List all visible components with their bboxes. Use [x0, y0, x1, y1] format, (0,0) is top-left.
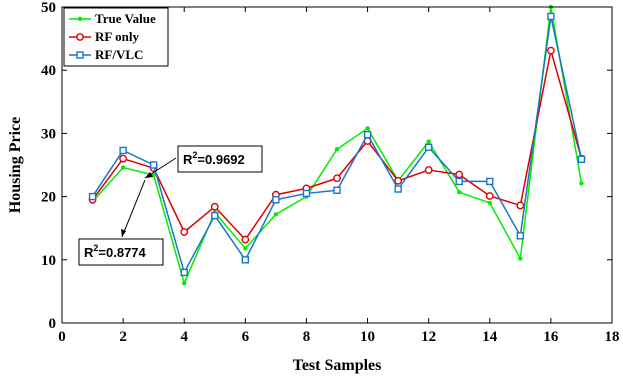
data-point-rf-vlc: [455, 177, 463, 186]
annotation-label-r2-low: R: [84, 245, 94, 260]
data-point-rf-only: [394, 176, 403, 185]
y-tick-label: 10: [41, 253, 56, 269]
data-point-rf-only: [546, 46, 555, 55]
legend-marker-rf-only: [76, 33, 84, 41]
legend-entry-rf-vlc: RF/VLC: [69, 47, 143, 62]
data-point-rf-only: [485, 192, 494, 200]
data-point-true-value: [243, 246, 248, 251]
annotation-arrow-r2-low: [121, 179, 146, 238]
data-point-rf-vlc: [88, 192, 97, 201]
legend: True Value RF only RF/VLC: [63, 7, 169, 67]
data-point-true-value: [365, 126, 370, 131]
annotation-sup-r2-high: 2: [192, 150, 197, 160]
data-point-rf-only: [180, 228, 189, 236]
data-point-rf-vlc: [363, 130, 372, 139]
data-point-rf-only: [241, 235, 250, 244]
x-tick-label: 10: [360, 329, 375, 345]
y-tick-label: 30: [41, 126, 56, 142]
data-point-rf-vlc: [547, 12, 555, 21]
data-point-true-value: [151, 172, 156, 178]
annotation-r2-high: R2=0.9692: [144, 145, 263, 179]
series-layer: [88, 4, 586, 286]
data-point-rf-vlc: [272, 196, 280, 204]
x-tick-label: 6: [242, 329, 250, 345]
annotation-value-r2-low: =0.8774: [98, 245, 146, 260]
data-point-true-value: [182, 280, 187, 286]
data-point-rf-vlc: [180, 268, 188, 277]
data-point-rf-only: [516, 201, 525, 210]
data-point-rf-vlc: [486, 177, 494, 186]
y-axis-title: Housing Price: [7, 117, 24, 213]
legend-label-true-value: True Value: [95, 11, 156, 26]
data-point-rf-vlc: [241, 256, 250, 264]
annotation-box-r2-low: [78, 238, 164, 266]
legend-marker-rf-vlc: [76, 51, 84, 59]
x-tick-label: 18: [605, 329, 620, 345]
data-point-rf-vlc: [211, 211, 219, 220]
data-point-true-value: [120, 165, 126, 170]
legend-label-rf-vlc: RF/VLC: [95, 47, 143, 62]
data-point-rf-vlc: [333, 186, 341, 194]
y-tick-label: 20: [41, 190, 56, 206]
annotation-r2-low: R2=0.8774: [78, 179, 164, 266]
data-point-true-value: [487, 200, 492, 206]
legend-label-rf-only: RF only: [95, 29, 139, 44]
data-point-rf-only: [119, 154, 128, 163]
data-point-rf-vlc: [516, 232, 525, 240]
data-point-rf-only: [424, 166, 433, 174]
x-tick-label: 12: [421, 329, 436, 345]
annotation-sup-r2-low: 2: [93, 243, 98, 253]
x-tick-label: 16: [543, 329, 559, 345]
annotation-box-r2-high: [177, 145, 263, 173]
data-point-rf-vlc: [302, 189, 311, 198]
y-tick-label: 0: [49, 316, 57, 332]
data-point-true-value: [273, 212, 279, 217]
data-point-true-value: [426, 139, 431, 144]
y-tick-label: 40: [41, 63, 56, 79]
data-point-rf-vlc: [424, 143, 433, 152]
data-point-rf-only: [455, 170, 464, 179]
x-tick-label: 14: [482, 329, 498, 345]
data-point-true-value: [518, 256, 523, 261]
data-point-rf-vlc: [577, 155, 586, 164]
annotation-arrowhead-r2-high: [145, 172, 153, 178]
annotation-arrowhead-r2-low: [121, 229, 126, 237]
y-tick-label: 50: [41, 0, 56, 16]
data-point-true-value: [334, 147, 340, 152]
data-point-rf-only: [210, 202, 219, 211]
data-point-true-value: [579, 181, 584, 186]
x-axis-title: Test Samples: [293, 357, 382, 374]
annotation-text-r2-low: R2=0.8774: [84, 243, 147, 260]
data-point-rf-vlc: [119, 146, 127, 155]
annotation-value-r2-high: =0.9692: [197, 152, 244, 167]
x-tick-label: 4: [180, 329, 188, 345]
data-point-true-value: [457, 189, 462, 195]
data-point-rf-vlc: [394, 185, 402, 193]
legend-marker-true-value: [77, 16, 83, 22]
legend-entry-rf-only: RF only: [69, 29, 139, 44]
legend-entry-true-value: True Value: [69, 11, 156, 26]
x-tick-label: 8: [303, 329, 311, 345]
plot-frame: [61, 6, 613, 324]
data-point-rf-only: [333, 174, 341, 183]
axis-ticks: 0 2 4 6 8 10 12 14 16 18 0 10 20 30 40 50: [41, 0, 620, 345]
annotation-label-r2-high: R: [183, 152, 193, 167]
x-tick-label: 2: [119, 329, 127, 345]
x-tick-label: 0: [58, 329, 66, 345]
data-point-rf-vlc: [149, 161, 158, 169]
annotation-text-r2-high: R2=0.9692: [183, 150, 245, 167]
